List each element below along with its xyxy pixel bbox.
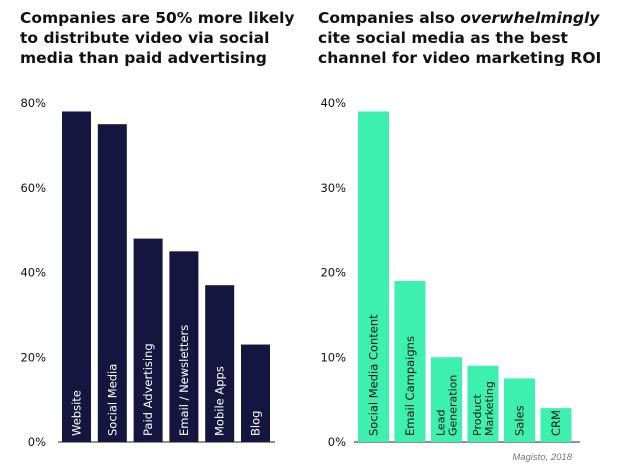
title-part: cite social media as the best channel fo… xyxy=(318,29,602,67)
y-tick-label: 20% xyxy=(320,266,346,280)
bar-label-line: Lead xyxy=(435,410,448,436)
chart-title-left: Companies are 50% more likely to distrib… xyxy=(20,8,310,68)
bar xyxy=(394,280,426,442)
bar-label-line: Generation xyxy=(447,375,460,436)
bar-label: Paid Advertising xyxy=(141,343,155,436)
y-tick-label: 80% xyxy=(20,96,46,110)
y-tick-label: 30% xyxy=(320,181,346,195)
bar xyxy=(205,285,235,442)
bar xyxy=(241,344,270,442)
y-tick-label: 40% xyxy=(20,266,46,280)
bar xyxy=(358,111,389,442)
bar-label: Blog xyxy=(249,411,263,436)
bar xyxy=(62,111,91,442)
bar-label-line: Email / Newsletters xyxy=(177,325,191,436)
chart-title-right: Companies also overwhelmingly cite socia… xyxy=(318,8,618,68)
bar-label-line: Website xyxy=(70,390,84,436)
y-tick-label: 40% xyxy=(320,96,346,110)
bar-label: Website xyxy=(70,390,84,436)
bar-label: CRM xyxy=(549,410,563,436)
bar xyxy=(169,251,199,442)
bar-label: Product Marketing xyxy=(471,381,496,436)
bar-label: Sales xyxy=(513,405,527,436)
source-caption: Magisto, 2018 xyxy=(512,452,572,463)
bar-label-line: Mobile Apps xyxy=(213,366,227,436)
y-tick-label: 10% xyxy=(320,350,346,364)
y-tick-label: 0% xyxy=(328,435,346,449)
bar xyxy=(540,408,572,442)
y-tick-label: 0% xyxy=(28,435,46,449)
title-part: Companies also xyxy=(318,9,461,27)
bar-label: Lead Generation xyxy=(435,375,460,436)
bar xyxy=(467,365,499,442)
bar xyxy=(504,378,535,442)
bar-label-line: CRM xyxy=(549,410,563,436)
title-part: overwhelmingly xyxy=(460,9,600,27)
y-tick-label: 20% xyxy=(20,350,46,364)
bar-label: Email / Newsletters xyxy=(177,325,191,436)
bar-label-line: Sales xyxy=(513,405,527,436)
bar-label: Email Campaigns xyxy=(403,336,417,436)
bar-label-line: Marketing xyxy=(483,381,496,436)
bar-label-line: Social Media Content xyxy=(367,314,381,436)
bar-label-line: Paid Advertising xyxy=(141,343,155,436)
bar-label: Social Media Content xyxy=(367,314,381,436)
bar-label-line: Social Media xyxy=(105,364,119,436)
bar-label-line: Product xyxy=(471,394,484,436)
bar-label-line: Blog xyxy=(249,411,263,436)
y-tick-label: 60% xyxy=(20,181,46,195)
bar-label: Mobile Apps xyxy=(213,366,227,436)
title-part: Companies are 50% more likely to distrib… xyxy=(20,9,295,67)
bar xyxy=(97,124,127,442)
bar xyxy=(431,357,462,442)
bar-label-line: Email Campaigns xyxy=(403,336,417,436)
bar-label: Social Media xyxy=(105,364,119,436)
bar xyxy=(133,238,163,442)
